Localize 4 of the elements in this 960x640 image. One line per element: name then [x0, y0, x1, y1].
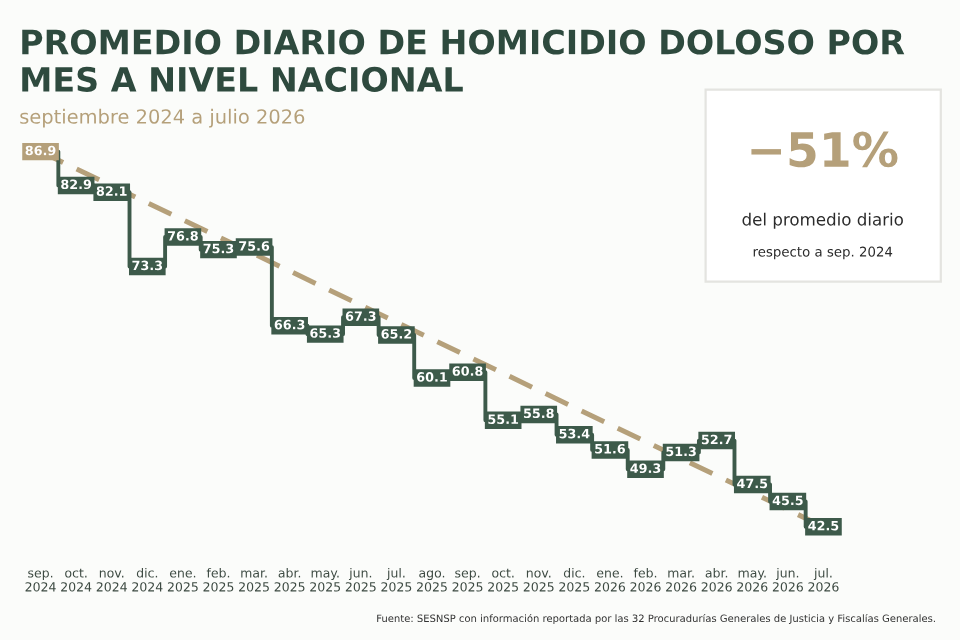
annotation: del promedio diario — [742, 212, 903, 229]
annotation: −51% — [751, 131, 898, 168]
chart-subtitle: septiembre 2024 a julio 2026 — [20, 108, 305, 128]
chart-title: PROMEDIO DIARIO DE HOMICIDIO DOLOSO POR MES A NIVEL NACIONAL — [22, 29, 905, 92]
